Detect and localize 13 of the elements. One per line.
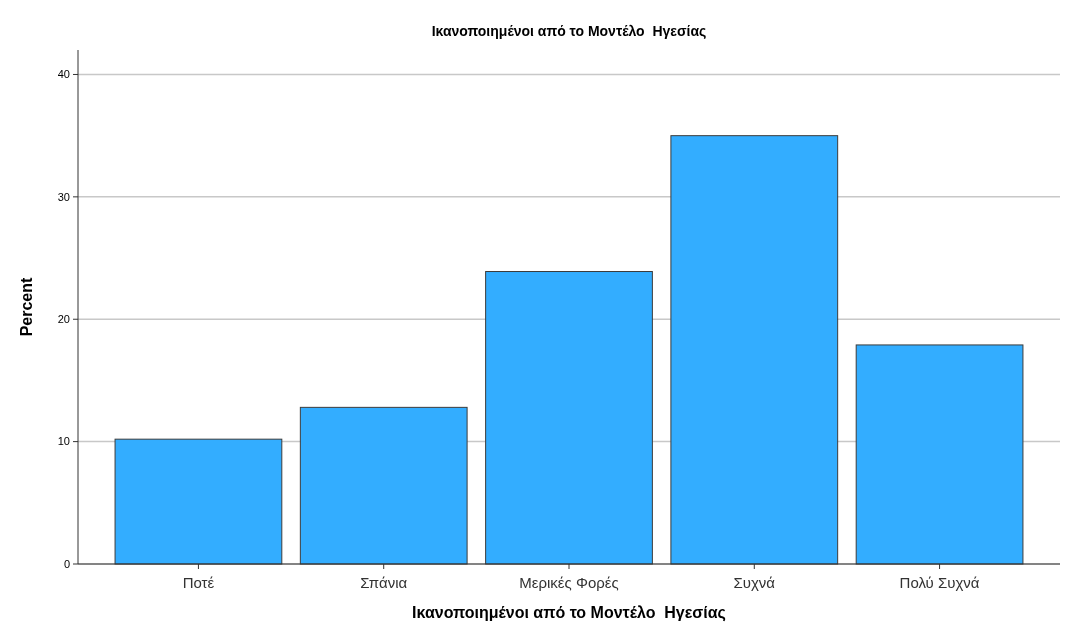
x-axis-title: Ικανοποιημένοι από το Μοντέλο Ηγεσίας bbox=[412, 604, 726, 622]
y-tick-label: 0 bbox=[63, 557, 70, 570]
x-tick-label: Μερικές Φορές bbox=[519, 574, 619, 591]
y-axis-title: Percent bbox=[18, 276, 35, 337]
x-tick-label: Πολύ Συχνά bbox=[899, 574, 980, 591]
y-tick-label: 40 bbox=[57, 68, 70, 81]
y-tick-label: 30 bbox=[57, 190, 70, 203]
x-tick-label: Σπάνια bbox=[360, 574, 408, 591]
x-tick-label: Ποτέ bbox=[182, 574, 215, 591]
x-tick-label: Συχνά bbox=[733, 574, 776, 591]
chart-title: Ικανοποιημένοι από το Μοντέλο Ηγεσίας bbox=[431, 23, 707, 39]
y-tick-label: 20 bbox=[57, 313, 70, 326]
y-tick-label: 10 bbox=[57, 435, 70, 448]
